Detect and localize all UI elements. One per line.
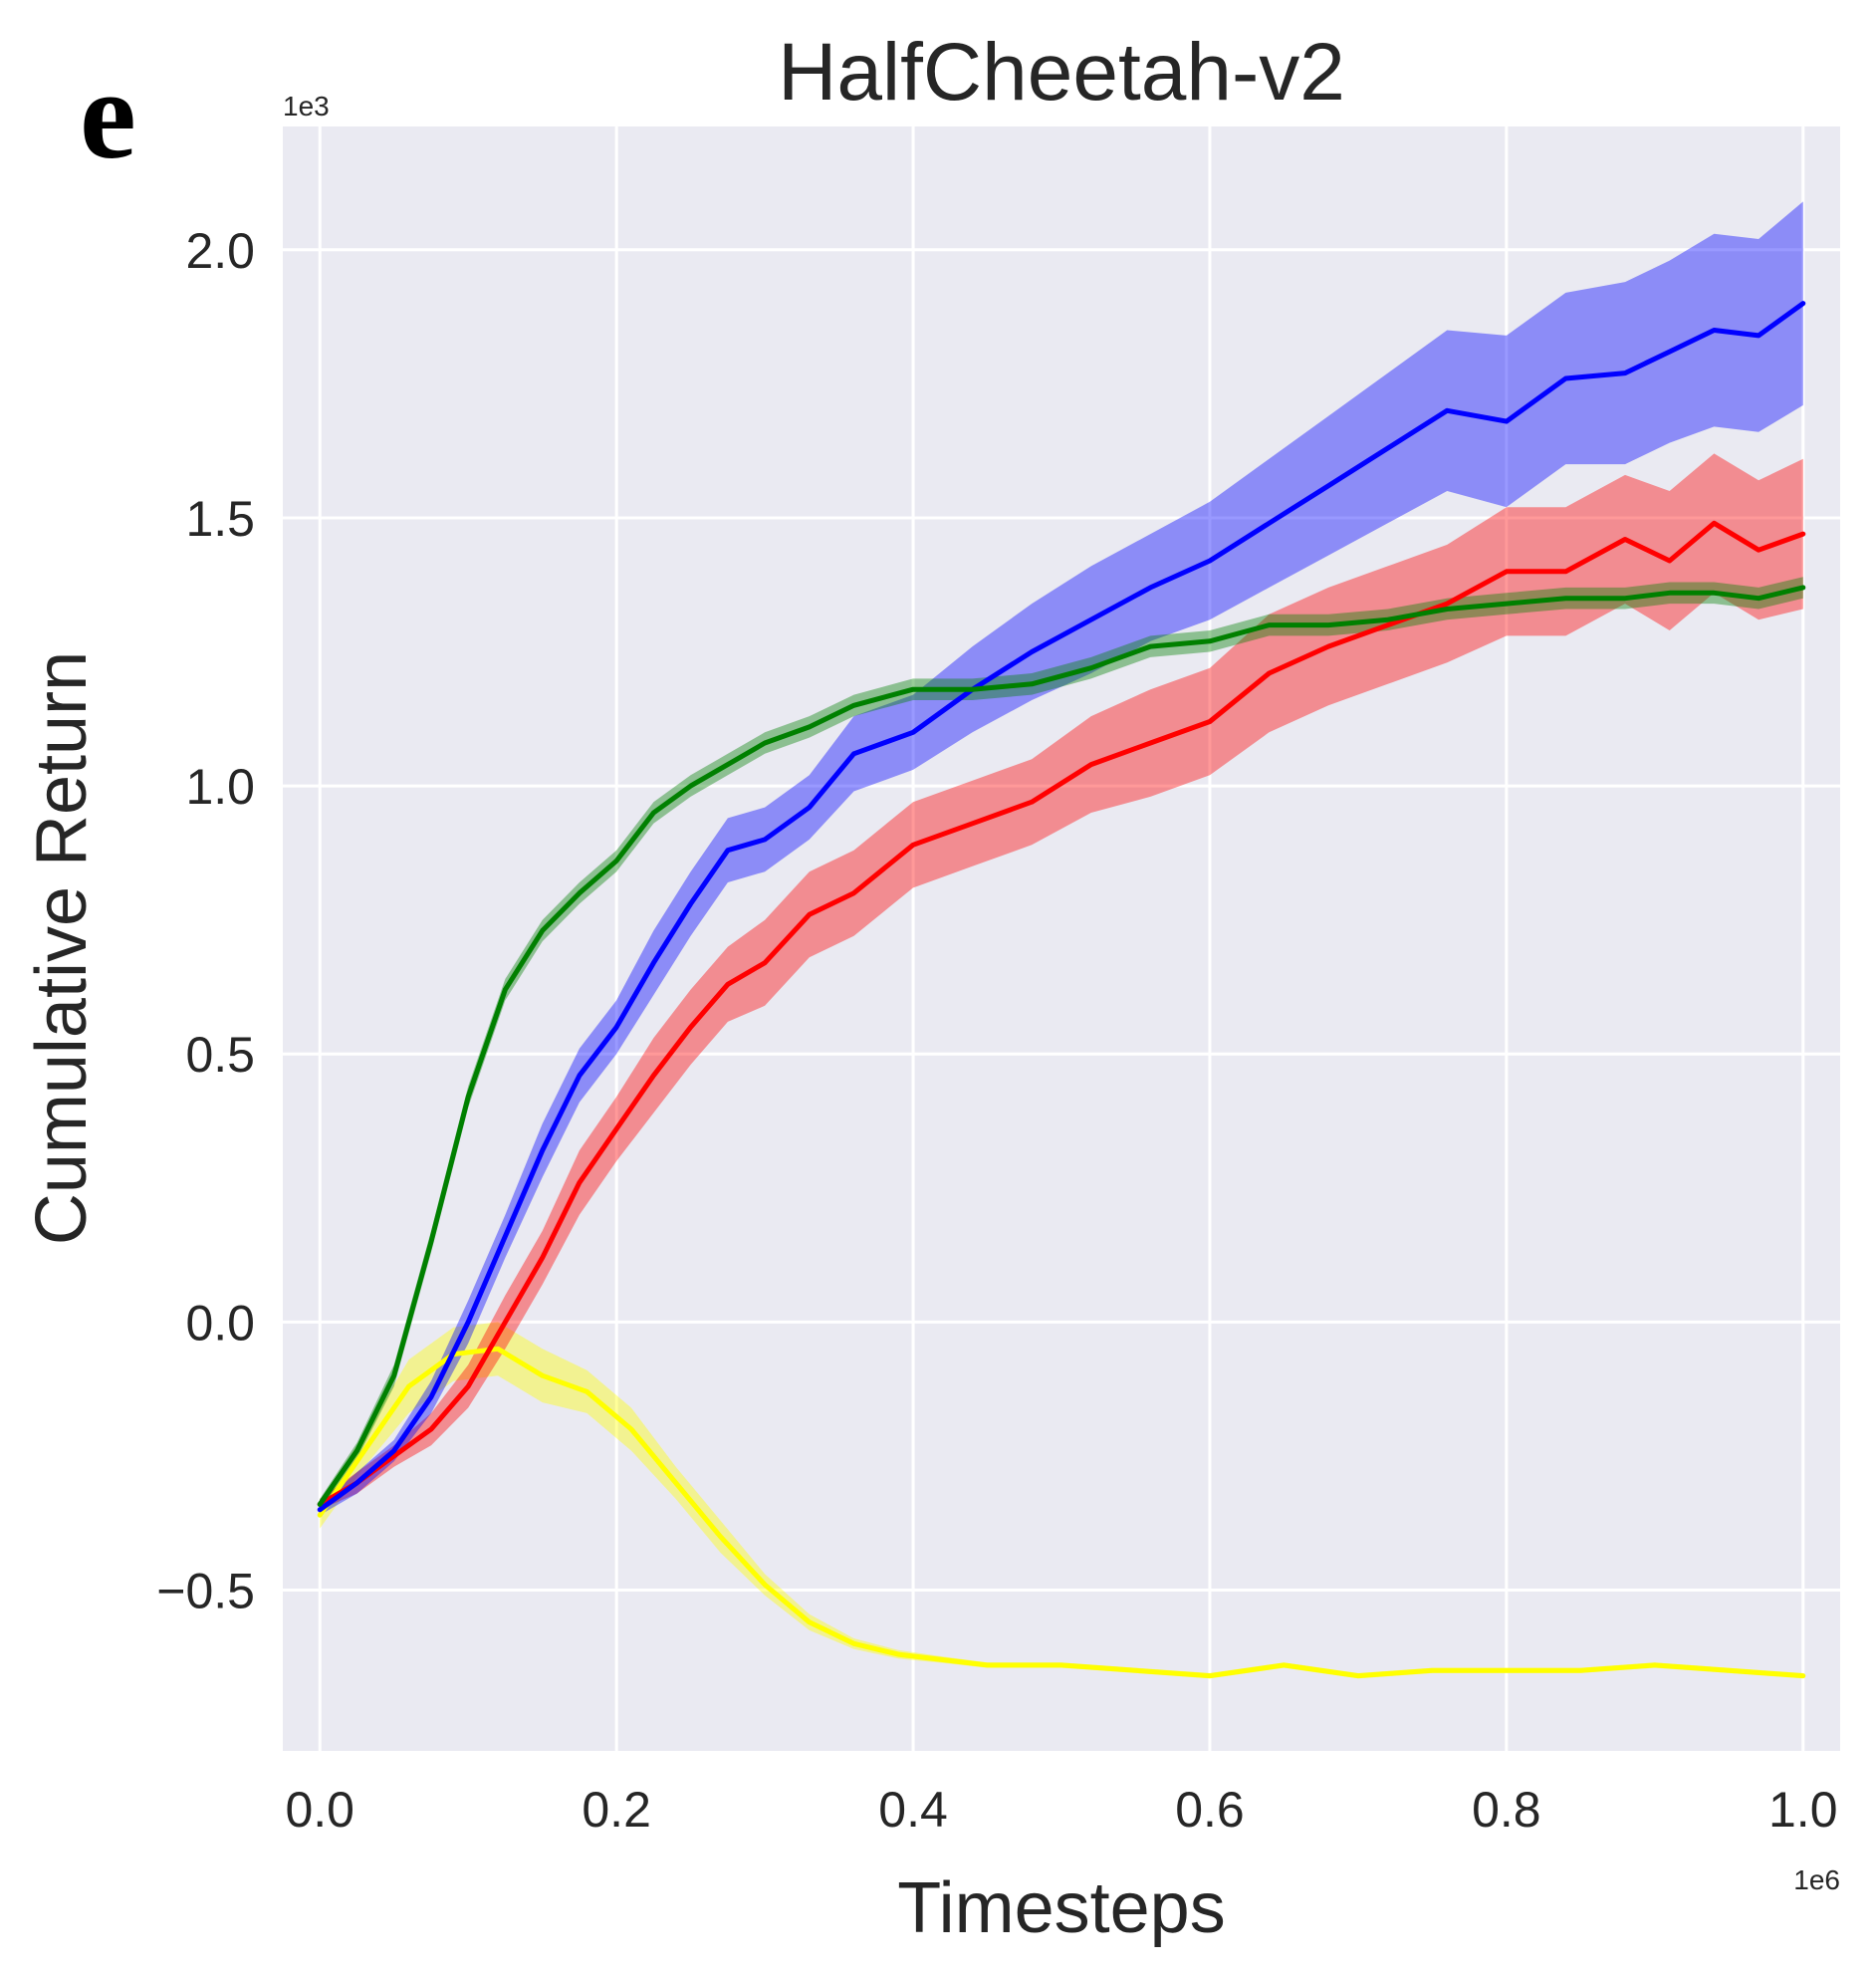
y-tick-label: 0.0 [185,1295,255,1351]
x-tick-label: 1.0 [1768,1782,1838,1838]
x-tick-label: 0.2 [582,1782,651,1838]
y-tick-labels: −0.5 0.0 0.5 1.0 1.5 2.0 [156,223,255,1619]
series-line [317,585,1806,1507]
y-axis-multiplier: 1e3 [283,91,330,122]
x-tick-label: 0.0 [285,1782,354,1838]
y-tick-label: −0.5 [156,1564,255,1619]
confidence-bands [320,201,1803,1679]
x-tick-label: 0.6 [1175,1782,1245,1838]
x-tick-label: 0.4 [878,1782,948,1838]
series-line [317,1346,1806,1679]
y-tick-label: 1.5 [185,491,255,547]
y-tick-label: 2.0 [185,223,255,279]
y-tick-label: 0.5 [185,1027,255,1083]
series-line [317,301,1806,1513]
y-axis-label: Cumulative Return [22,651,102,1245]
x-axis-label: Timesteps [897,1868,1225,1948]
panel-letter: e [80,44,136,185]
series-band [320,201,1803,1516]
series-line [317,520,1806,1507]
y-tick-label: 1.0 [185,759,255,815]
series-lines [317,301,1806,1679]
x-axis-multiplier: 1e6 [1793,1864,1840,1895]
plot-area [283,126,1840,1751]
series-band [320,453,1803,1510]
series-band [320,1322,1803,1679]
chart-title: HalfCheetah-v2 [778,27,1345,118]
x-tick-labels: 0.0 0.2 0.4 0.6 0.8 1.0 [285,1782,1837,1838]
x-tick-label: 0.8 [1472,1782,1541,1838]
